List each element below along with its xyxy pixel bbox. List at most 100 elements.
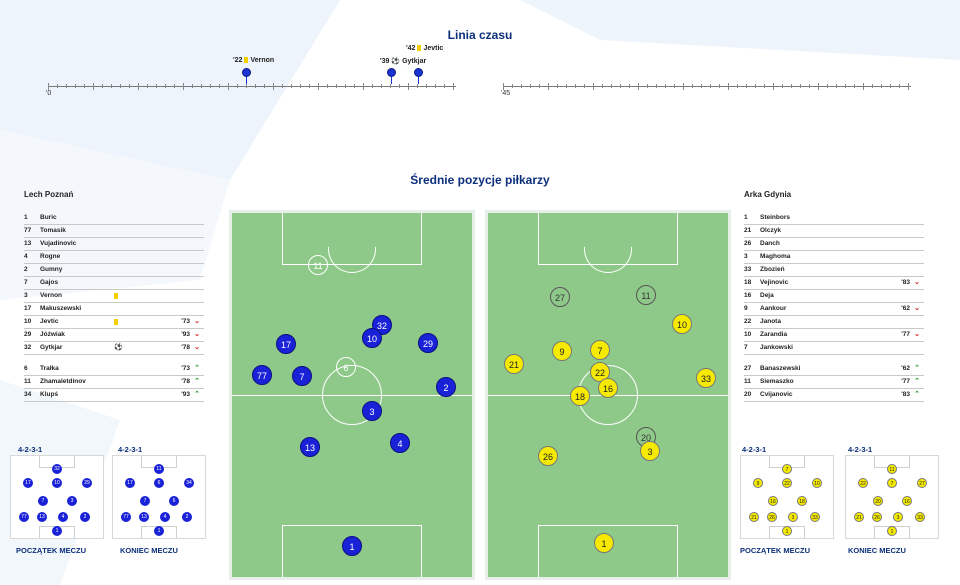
- player-marker[interactable]: 4: [390, 433, 410, 453]
- timeline-tick: [629, 84, 630, 88]
- mini-player-marker: 1: [154, 526, 164, 536]
- player-marker[interactable]: 77: [252, 365, 272, 385]
- player-marker[interactable]: 9: [552, 341, 572, 361]
- player-name: Trałka: [40, 365, 59, 372]
- mini-player-marker: 17: [125, 478, 135, 488]
- player-marker[interactable]: 3: [640, 441, 660, 461]
- player-number: 10: [24, 318, 32, 325]
- player-marker[interactable]: 27: [550, 287, 570, 307]
- roster-row[interactable]: 33 Zbozień: [744, 264, 924, 277]
- timeline-tick: [521, 84, 522, 88]
- roster-row[interactable]: 21 Olczyk: [744, 225, 924, 238]
- roster-row[interactable]: 1 Steinbors: [744, 212, 924, 225]
- roster-row[interactable]: 26 Danch: [744, 238, 924, 251]
- roster-row[interactable]: 7 Jankowski: [744, 342, 924, 355]
- roster-row[interactable]: 11 Siemaszko '77 ⌃: [744, 376, 924, 389]
- roster-row[interactable]: 32 Gytkjar ⚽ '78 ⌄: [24, 342, 204, 355]
- event-minute: '22: [233, 57, 243, 64]
- player-marker[interactable]: 7: [590, 340, 610, 360]
- player-name: Maghoma: [760, 253, 791, 260]
- mini-player-marker: 6: [154, 478, 164, 488]
- roster-row[interactable]: 22 Janota: [744, 316, 924, 329]
- player-marker[interactable]: 7: [292, 366, 312, 386]
- player-marker[interactable]: 1: [342, 536, 362, 556]
- roster-row[interactable]: 1 Buric: [24, 212, 204, 225]
- roster-row[interactable]: 3 Vernon: [24, 290, 204, 303]
- event-jevtic-label[interactable]: '42 Jevtic: [406, 45, 443, 52]
- roster-row[interactable]: 16 Deja: [744, 290, 924, 303]
- timeline-tick: [908, 82, 909, 90]
- roster-row[interactable]: 18 Vejinovic '83 ⌄: [744, 277, 924, 290]
- player-marker[interactable]: 6: [336, 357, 356, 377]
- mini-player-marker: 11: [887, 464, 897, 474]
- timeline-tick: [584, 84, 585, 88]
- timeline-pin-icon[interactable]: [414, 68, 423, 77]
- timeline-tick: [728, 82, 729, 90]
- player-marker[interactable]: 10: [672, 314, 692, 334]
- player-marker[interactable]: 2: [436, 377, 456, 397]
- timeline-tick: [782, 84, 783, 88]
- roster-row[interactable]: 13 Vujadinovic: [24, 238, 204, 251]
- timeline-tick: [593, 82, 594, 90]
- timeline-pin-icon[interactable]: [242, 68, 251, 77]
- timeline-tick: [138, 82, 139, 90]
- event-gytkjar-label[interactable]: '39 ⚽ Gytkjar: [380, 57, 426, 65]
- player-number: 21: [744, 227, 752, 234]
- roster-row[interactable]: 4 Rogne: [24, 251, 204, 264]
- player-marker[interactable]: 16: [598, 378, 618, 398]
- mini-player-marker: 9: [753, 478, 763, 488]
- timeline-tick: [219, 84, 220, 88]
- player-marker[interactable]: 11: [308, 255, 328, 275]
- mini-player-marker: 33: [810, 512, 820, 522]
- roster-row[interactable]: 10 Jevtic '73 ⌄: [24, 316, 204, 329]
- player-marker[interactable]: 17: [276, 334, 296, 354]
- mini-player-marker: 13: [139, 512, 149, 522]
- player-marker[interactable]: 29: [418, 333, 438, 353]
- event-minute: '39: [380, 58, 390, 65]
- player-number: 32: [24, 344, 32, 351]
- away-formation-end: 4-2-3-1: [848, 445, 873, 454]
- timeline-tick: [890, 84, 891, 88]
- home-mini-pitch-start: 32 17 10 29 7 3 77 13 4 2 1: [10, 455, 104, 539]
- roster-row[interactable]: 34 Klupś '93 ⌃: [24, 389, 204, 402]
- player-marker[interactable]: 10: [362, 328, 382, 348]
- roster-row[interactable]: 27 Banaszewski '62 ⌃: [744, 363, 924, 376]
- player-marker[interactable]: 33: [696, 368, 716, 388]
- timeline-tick: [444, 84, 445, 88]
- mini-player-marker: 13: [37, 512, 47, 522]
- player-marker[interactable]: 11: [636, 285, 656, 305]
- roster-row[interactable]: 20 Cvijanovic '83 ⌃: [744, 389, 924, 402]
- roster-row[interactable]: 3 Maghoma: [744, 251, 924, 264]
- roster-row[interactable]: 9 Aankour '62 ⌄: [744, 303, 924, 316]
- mini-player-marker: 2: [80, 512, 90, 522]
- timeline-tick: [692, 84, 693, 88]
- roster-row[interactable]: 77 Tomasik: [24, 225, 204, 238]
- event-player: Vernon: [250, 57, 275, 64]
- roster-row[interactable]: 7 Gajos: [24, 277, 204, 290]
- sub-out-arrow-icon: ⌄: [194, 318, 200, 325]
- timeline-pin-icon[interactable]: [387, 68, 396, 77]
- player-marker[interactable]: 18: [570, 386, 590, 406]
- home-team-name: Lech Poznań: [24, 190, 74, 199]
- player-marker[interactable]: 26: [538, 446, 558, 466]
- roster-row[interactable]: 6 Trałka '73 ⌃: [24, 363, 204, 376]
- timeline-tick: [453, 82, 454, 90]
- event-vernon-label[interactable]: '22 Vernon: [233, 57, 274, 64]
- sub-in-arrow-icon: ⌃: [194, 391, 200, 398]
- roster-row[interactable]: 17 Makuszewski: [24, 303, 204, 316]
- roster-gap: [744, 355, 924, 363]
- player-name: Gajos: [40, 279, 59, 286]
- roster-row[interactable]: 11 Zhamaletdinov '78 ⌃: [24, 376, 204, 389]
- player-name: Steinbors: [760, 214, 790, 221]
- roster-row[interactable]: 10 Zarandia '77 ⌄: [744, 329, 924, 342]
- player-marker[interactable]: 1: [594, 533, 614, 553]
- player-marker[interactable]: 13: [300, 437, 320, 457]
- mini-player-marker: 18: [797, 496, 807, 506]
- mini-player-marker: 7: [782, 464, 792, 474]
- roster-row[interactable]: 29 Jóźwiak '93 ⌄: [24, 329, 204, 342]
- roster-row[interactable]: 2 Gumny: [24, 264, 204, 277]
- player-marker[interactable]: 21: [504, 354, 524, 374]
- player-marker[interactable]: 3: [362, 401, 382, 421]
- timeline-tick: [899, 84, 900, 88]
- timeline-tick: [192, 84, 193, 88]
